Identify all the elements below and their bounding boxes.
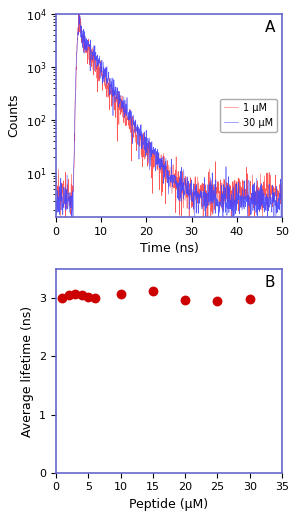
Point xyxy=(247,295,252,304)
Point xyxy=(118,290,123,298)
Line: 1 μM: 1 μM xyxy=(56,8,282,217)
Point xyxy=(151,287,155,295)
Point xyxy=(183,296,188,304)
1 μM xyxy=(59,214,62,220)
Point xyxy=(73,290,78,298)
Y-axis label: Average lifetime (ns): Average lifetime (ns) xyxy=(21,306,34,437)
30 μM xyxy=(71,214,75,220)
X-axis label: Peptide (μM): Peptide (μM) xyxy=(129,498,209,511)
Line: 30 μM: 30 μM xyxy=(56,8,282,217)
30 μM xyxy=(231,208,234,214)
Legend: 1 μM, 30 μM: 1 μM, 30 μM xyxy=(220,99,277,132)
30 μM xyxy=(78,21,81,27)
Point xyxy=(67,291,71,299)
1 μM xyxy=(231,186,234,193)
30 μM xyxy=(77,5,81,11)
Text: B: B xyxy=(265,276,275,291)
Y-axis label: Counts: Counts xyxy=(7,94,20,137)
1 μM xyxy=(77,5,81,11)
1 μM xyxy=(78,29,81,35)
Point xyxy=(60,294,65,302)
Text: A: A xyxy=(265,20,275,35)
1 μM xyxy=(146,141,149,148)
Point xyxy=(92,294,97,303)
Point xyxy=(86,293,91,301)
1 μM xyxy=(235,185,238,192)
1 μM xyxy=(210,184,213,191)
X-axis label: Time (ns): Time (ns) xyxy=(140,242,199,255)
30 μM xyxy=(280,203,284,209)
1 μM xyxy=(54,183,58,190)
30 μM xyxy=(210,182,213,189)
30 μM xyxy=(146,159,149,165)
Point xyxy=(80,291,84,299)
Point xyxy=(215,297,220,306)
30 μM xyxy=(154,163,158,169)
30 μM xyxy=(54,198,58,204)
1 μM xyxy=(280,195,284,201)
1 μM xyxy=(154,159,158,165)
30 μM xyxy=(235,181,238,188)
